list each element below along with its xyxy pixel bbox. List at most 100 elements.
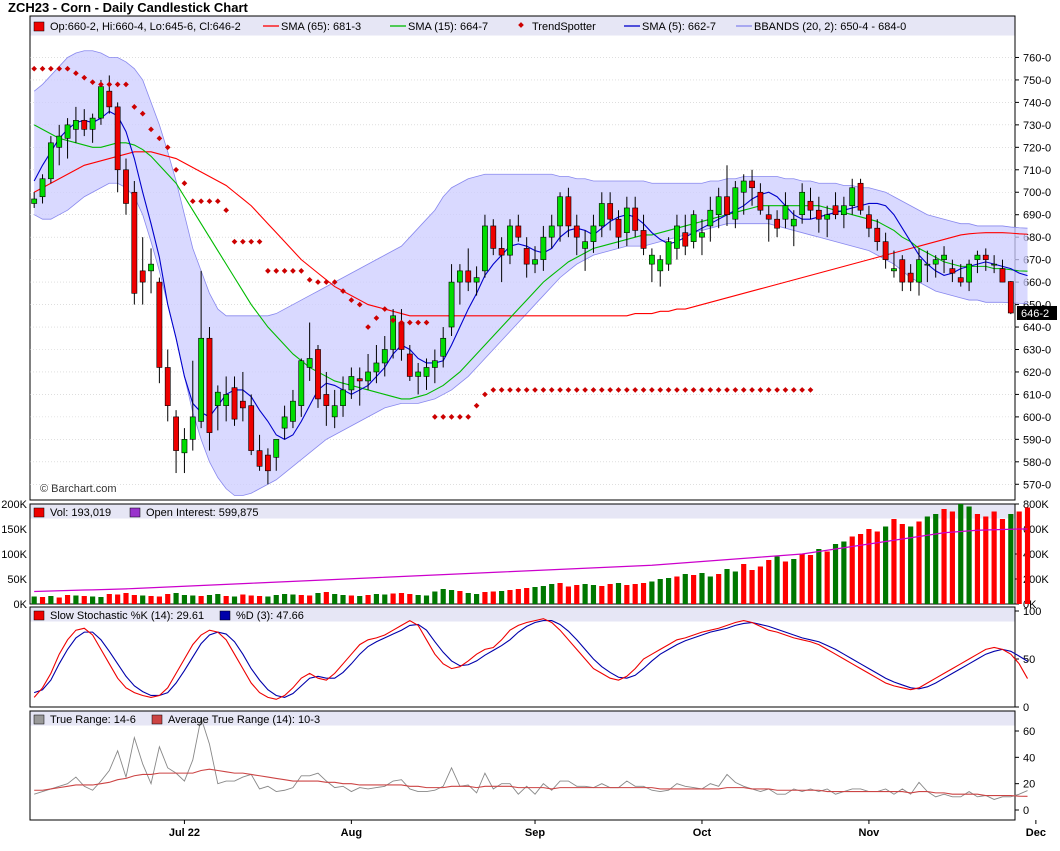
trendspotter-marker (523, 387, 530, 393)
candle (507, 219, 513, 265)
price-tick-label: 750-0 (1023, 75, 1051, 87)
candle (690, 210, 697, 249)
volume-bar (974, 514, 981, 604)
trendspotter-marker (406, 319, 413, 326)
volume-bar (499, 591, 505, 604)
candle (523, 237, 530, 278)
volume-bar (774, 556, 780, 604)
candle-body (640, 230, 647, 249)
volume-bar (98, 597, 104, 604)
price-tick-label: 690-0 (1023, 210, 1051, 222)
sma15-line (33, 124, 1028, 400)
candle-body (999, 268, 1006, 283)
candle (966, 259, 972, 292)
candle (498, 237, 505, 283)
candle (123, 158, 129, 215)
candle (406, 345, 413, 381)
candle-body (648, 254, 655, 265)
candle (482, 214, 488, 278)
candle (782, 192, 789, 229)
legend-sma65-label: SMA (65): 681-3 (281, 21, 361, 33)
x-tick-label: Nov (859, 827, 881, 839)
volume-bar (190, 595, 196, 604)
candle-body (265, 454, 271, 472)
candle (323, 371, 330, 426)
stoch-tick-label: 0 (1023, 702, 1029, 714)
candle-body (790, 218, 797, 227)
trendspotter-marker (807, 387, 814, 393)
candle-body (974, 254, 981, 260)
candle (632, 196, 639, 238)
candle-body (557, 196, 563, 227)
candle-body (949, 268, 956, 274)
trendspotter-marker (323, 279, 330, 285)
volume-bar (382, 594, 388, 604)
candle-body (532, 259, 538, 265)
open-interest-line (34, 528, 1028, 593)
candle (248, 394, 255, 456)
volume-bar (532, 587, 538, 604)
volume-bar (81, 596, 87, 604)
legend-sma5-label: SMA (5): 662-7 (642, 21, 716, 33)
candle (173, 410, 179, 474)
trendspotter-marker (365, 324, 371, 330)
trendspotter-marker (381, 306, 388, 312)
volume-bar (607, 584, 613, 604)
volume-bar (31, 596, 37, 604)
candle-body (356, 378, 363, 382)
trendspotter-marker (331, 279, 338, 285)
legend-true-range: True Range: 14-6 (33, 714, 136, 726)
candle-body (899, 259, 906, 283)
candle (448, 264, 455, 337)
candle-body (966, 263, 972, 283)
volume-bar (206, 595, 213, 604)
trendspotter-marker (465, 414, 472, 420)
tr-tick-label: 60 (1023, 726, 1035, 738)
candle (473, 266, 480, 296)
trendspotter-marker (131, 104, 138, 110)
candle (665, 237, 672, 271)
candle (206, 327, 213, 451)
trendspotter-marker (181, 180, 188, 187)
trendspotter-marker (590, 387, 597, 393)
x-tick-label: Sep (525, 827, 545, 839)
trendspotter-marker (582, 387, 588, 393)
candle (573, 214, 580, 256)
trendspotter-marker (223, 207, 229, 214)
volume-left-tick-label: 150K (1, 524, 27, 536)
volume-bar (883, 526, 889, 604)
candle-body (765, 214, 772, 220)
trendspotter-marker (81, 74, 88, 81)
volume-bar (181, 595, 188, 604)
candle-body (991, 263, 998, 266)
trendspotter-marker (240, 238, 246, 245)
volume-bar (966, 506, 972, 604)
trendspotter-marker (732, 387, 739, 393)
trendspotter-marker (749, 387, 755, 393)
volume-bar (640, 583, 647, 604)
candle-body (590, 225, 597, 242)
candle (340, 376, 346, 417)
volume-bar (398, 593, 405, 604)
trendspotter-marker (290, 268, 296, 274)
candle-body (47, 142, 54, 180)
volume-bar (632, 584, 638, 604)
bollinger-band-area (34, 50, 1028, 496)
candle (31, 192, 38, 208)
trendspotter-marker (649, 387, 655, 393)
trendspotter-marker (715, 387, 722, 393)
legend-volume-label: Vol: 193,019 (50, 507, 111, 519)
candle-body (298, 360, 305, 406)
trendspotter-marker (98, 81, 104, 88)
candle (882, 232, 889, 269)
panel-stoch (29, 606, 1016, 708)
price-tick-label: 720-0 (1023, 142, 1051, 154)
volume-bar (173, 593, 179, 604)
candle-body (1007, 281, 1014, 314)
x-tick-label: Jul 22 (169, 827, 200, 839)
candle (231, 376, 238, 426)
candle-body (64, 124, 71, 139)
candle (139, 237, 146, 305)
page-title: ZCH23 - Corn - Daily Candlestick Chart (8, 0, 248, 15)
